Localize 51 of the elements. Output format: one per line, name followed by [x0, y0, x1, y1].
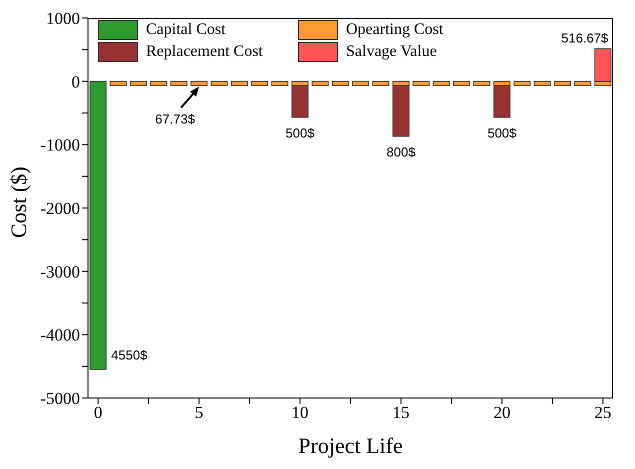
y-tick-label: -4000	[40, 326, 80, 345]
bar	[251, 80, 268, 86]
bar	[150, 80, 168, 86]
y-tick-label: -5000	[40, 389, 80, 408]
bar	[130, 80, 147, 86]
y-tick-label: -2000	[40, 199, 80, 218]
bar	[554, 80, 571, 86]
bar	[574, 80, 592, 86]
legend-label: Salvage Value	[346, 43, 437, 61]
bar	[90, 80, 107, 370]
legend-label: Opearting Cost	[346, 21, 444, 39]
x-tick-label: 5	[194, 403, 204, 422]
x-tick-label: 10	[292, 403, 309, 422]
y-tick-label: 1000	[46, 9, 80, 28]
bar	[514, 80, 531, 86]
bar	[412, 80, 430, 86]
y-tick-label: -1000	[40, 136, 80, 155]
y-tick-label: -3000	[40, 262, 80, 282]
x-axis-title: Project Life	[298, 433, 403, 458]
legend-label: Replacement Cost	[146, 43, 263, 61]
bar	[170, 80, 188, 86]
bar	[453, 80, 470, 86]
bar	[432, 80, 450, 86]
bar	[210, 80, 228, 86]
annotation: 500$	[487, 125, 518, 140]
x-tick-label: 20	[493, 403, 510, 422]
bar	[493, 85, 510, 118]
x-tick-label: 0	[94, 403, 102, 422]
annotation: 516.67$	[561, 30, 610, 46]
bar	[372, 80, 390, 86]
bar	[190, 80, 208, 86]
bar	[352, 80, 370, 86]
x-tick-label: 25	[594, 403, 612, 422]
bar	[292, 85, 308, 118]
annotation: 67.73$	[155, 112, 196, 127]
bar	[312, 80, 329, 86]
bar	[110, 80, 127, 86]
annotation: 500$	[286, 125, 316, 140]
bar	[594, 48, 612, 82]
bar	[271, 80, 288, 86]
x-tick-label: 15	[392, 403, 410, 422]
bar	[473, 80, 490, 86]
bar	[392, 85, 410, 137]
bar	[534, 80, 551, 86]
y-axis-title: Cost ($)	[6, 166, 31, 238]
legend-label: Capital Cost	[146, 21, 226, 39]
y-tick-label: 0	[72, 72, 80, 92]
annotation: 800$	[386, 144, 416, 160]
bar	[332, 80, 349, 86]
bar	[230, 80, 248, 86]
annotation: 4550$	[111, 348, 148, 362]
